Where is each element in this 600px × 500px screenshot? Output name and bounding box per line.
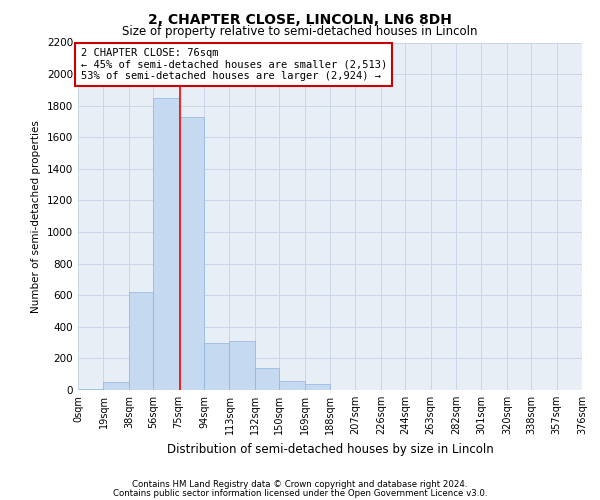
Bar [305,384,330,390]
Bar [78,389,103,390]
Bar [255,368,279,390]
Text: Size of property relative to semi-detached houses in Lincoln: Size of property relative to semi-detach… [122,25,478,38]
Text: Contains public sector information licensed under the Open Government Licence v3: Contains public sector information licen… [113,488,487,498]
Bar [179,116,204,390]
Y-axis label: Number of semi-detached properties: Number of semi-detached properties [31,120,41,312]
Bar [129,292,153,390]
Bar [103,382,129,390]
Bar [279,382,305,390]
X-axis label: Distribution of semi-detached houses by size in Lincoln: Distribution of semi-detached houses by … [167,442,493,456]
Text: 2, CHAPTER CLOSE, LINCOLN, LN6 8DH: 2, CHAPTER CLOSE, LINCOLN, LN6 8DH [148,12,452,26]
Text: 2 CHAPTER CLOSE: 76sqm
← 45% of semi-detached houses are smaller (2,513)
53% of : 2 CHAPTER CLOSE: 76sqm ← 45% of semi-det… [80,48,387,81]
Bar [204,342,229,390]
Bar [153,98,179,390]
Text: Contains HM Land Registry data © Crown copyright and database right 2024.: Contains HM Land Registry data © Crown c… [132,480,468,489]
Bar [229,341,255,390]
